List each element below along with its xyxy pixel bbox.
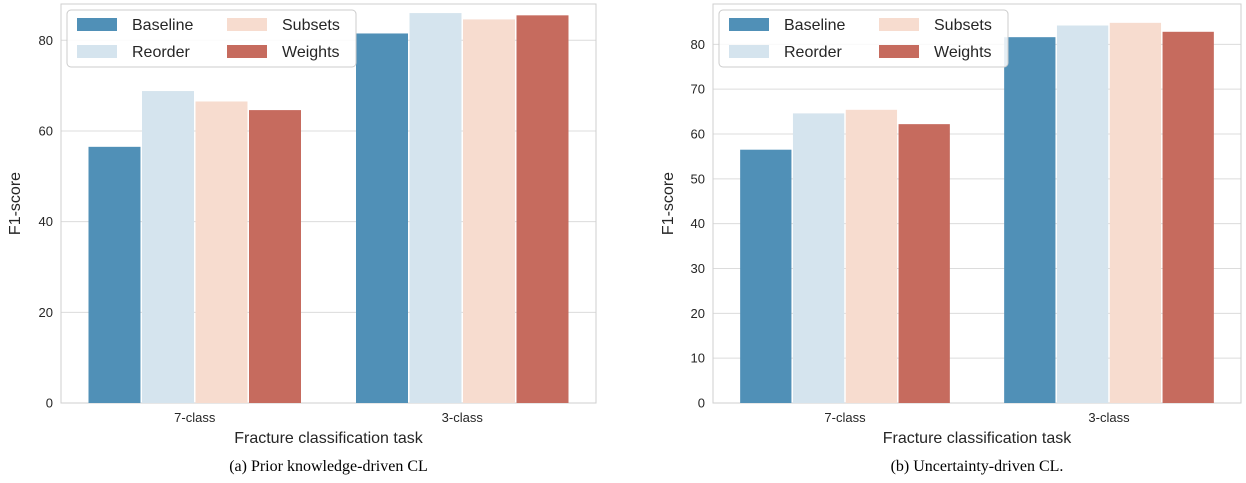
- bar-baseline-7-class: [740, 149, 792, 403]
- y-tick-label: 10: [691, 351, 705, 366]
- figure-caption: (a) Prior knowledge-driven CL: [229, 458, 428, 475]
- bar-subsets-7-class: [845, 109, 898, 403]
- bar-weights-7-class: [898, 124, 950, 403]
- legend-swatch-baseline: [77, 18, 117, 31]
- bar-weights-3-class: [516, 15, 569, 403]
- legend: Baseline Reorder Subsets Weights: [718, 9, 1009, 68]
- bar-subsets-3-class: [1109, 22, 1162, 403]
- bar-weights-3-class: [1162, 31, 1214, 404]
- x-tick-label: 7-class: [174, 410, 216, 425]
- legend-swatch-weights: [227, 45, 267, 58]
- legend: Baseline Reorder Subsets Weights: [66, 9, 357, 68]
- legend-swatch-subsets: [227, 18, 267, 31]
- legend-label: Baseline: [784, 17, 845, 34]
- legend-label: Baseline: [132, 17, 193, 34]
- y-tick-label: 40: [39, 214, 53, 229]
- y-tick-label: 20: [39, 305, 53, 320]
- bar-weights-7-class: [249, 110, 301, 404]
- legend-label: Reorder: [132, 44, 190, 61]
- y-axis-label: F1-score: [660, 172, 677, 235]
- legend-label: Weights: [934, 44, 992, 61]
- plot-frame: [60, 3, 597, 404]
- legend-box: [66, 9, 357, 68]
- bar-baseline-3-class: [356, 33, 408, 404]
- y-axis-label: F1-score: [7, 172, 24, 235]
- bar-subsets-3-class: [463, 19, 515, 404]
- y-tick-label: 60: [39, 123, 53, 138]
- x-axis-label: Fracture classification task: [883, 430, 1073, 447]
- plot-frame: [712, 3, 1242, 404]
- legend-box: [718, 9, 1009, 68]
- bar-baseline-3-class: [1004, 37, 1056, 403]
- x-tick-label: 7-class: [824, 410, 866, 425]
- y-tick-label: 20: [691, 306, 705, 321]
- x-axis-label: Fracture classification task: [234, 430, 424, 447]
- legend-swatch-reorder: [729, 45, 769, 58]
- legend-label: Weights: [282, 44, 340, 61]
- legend-swatch-subsets: [879, 18, 919, 31]
- legend-swatch-baseline: [729, 18, 769, 31]
- y-tick-label: 70: [691, 82, 705, 97]
- figure-caption: (b) Uncertainty-driven CL.: [891, 458, 1064, 475]
- x-tick-label: 3-class: [442, 410, 484, 425]
- y-tick-label: 40: [691, 216, 705, 231]
- y-tick-label: 0: [698, 396, 705, 411]
- legend-label: Subsets: [934, 17, 992, 34]
- bar-reorder-3-class: [409, 13, 462, 404]
- legend-label: Reorder: [784, 44, 842, 61]
- y-tick-label: 50: [691, 171, 705, 186]
- y-tick-label: 80: [39, 33, 53, 48]
- y-tick-label: 30: [691, 261, 705, 276]
- y-tick-label: 60: [691, 127, 705, 142]
- x-tick-label: 3-class: [1088, 410, 1130, 425]
- chart-panel-b: 0 10 20 30 40 50 60 70 80 7-class 3-class Fracture …: [660, 3, 1242, 475]
- y-tick-label: 0: [46, 396, 53, 411]
- legend-swatch-weights: [879, 45, 919, 58]
- bar-reorder-7-class: [792, 113, 845, 403]
- y-tick-label: 80: [691, 37, 705, 52]
- bar-reorder-7-class: [142, 91, 194, 404]
- bar-subsets-7-class: [195, 101, 248, 403]
- legend-label: Subsets: [282, 17, 340, 34]
- chart-panel-a: 0 20 40 60 80 7-class 3-class Fracture classifi…: [7, 3, 597, 475]
- bar-baseline-7-class: [88, 146, 141, 404]
- legend-swatch-reorder: [77, 45, 117, 58]
- bar-reorder-3-class: [1056, 25, 1109, 403]
